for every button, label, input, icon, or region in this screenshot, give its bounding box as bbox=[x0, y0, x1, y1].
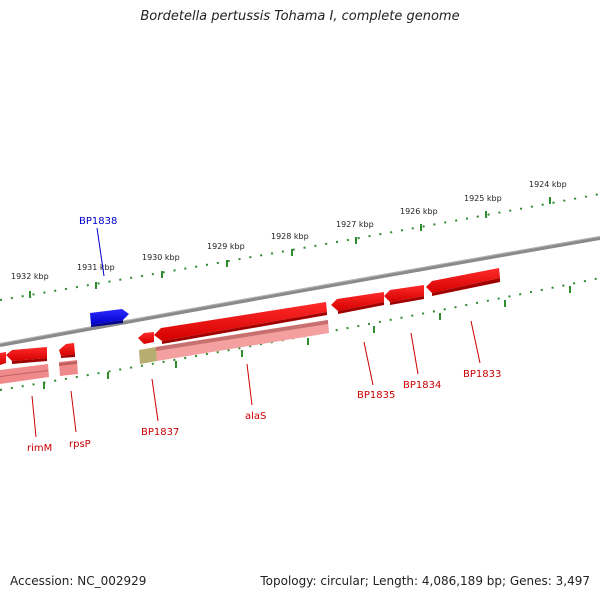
feature-track bbox=[0, 320, 329, 384]
lower-major-ticks bbox=[43, 286, 571, 389]
genome-summary: Topology: circular; Length: 4,086,189 bp… bbox=[260, 574, 590, 588]
scale-label: 1928 kbp bbox=[271, 232, 309, 241]
map-title: Bordetella pertussis Tohama I, complete … bbox=[140, 9, 460, 24]
gene-label-BP1834[interactable]: BP1834 bbox=[403, 380, 441, 391]
upper-scale-ruler bbox=[0, 193, 600, 301]
scale-label: 1930 kbp bbox=[142, 253, 180, 262]
gene-label-BP1833[interactable]: BP1833 bbox=[463, 369, 501, 380]
scale-label: 1932 kbp bbox=[11, 272, 49, 281]
gene-rimM[interactable] bbox=[0, 347, 47, 365]
upper-major-ticks bbox=[29, 197, 551, 298]
scale-label: 1927 kbp bbox=[336, 220, 374, 229]
gene-BP1837[interactable] bbox=[138, 332, 154, 344]
gene-label-rimM[interactable]: rimM bbox=[27, 443, 52, 454]
scale-label: 1924 kbp bbox=[529, 180, 567, 189]
gene-BP1833[interactable] bbox=[426, 268, 500, 296]
scale-label: 1925 kbp bbox=[464, 194, 502, 203]
gene-rpsP[interactable] bbox=[59, 343, 75, 358]
accession-label: Accession: NC_002929 bbox=[10, 574, 147, 588]
label-connector bbox=[96, 227, 105, 277]
scale-label: 1926 kbp bbox=[400, 207, 438, 216]
gene-label-BP1838[interactable]: BP1838 bbox=[79, 216, 117, 227]
label-connectors bbox=[31, 320, 481, 438]
gene-label-alaS[interactable]: alaS bbox=[245, 411, 266, 422]
gene-label-rpsP[interactable]: rpsP bbox=[69, 439, 91, 450]
scale-label: 1929 kbp bbox=[207, 242, 245, 251]
scale-label: 1931 kbp bbox=[77, 263, 115, 272]
gene-BP1834[interactable] bbox=[384, 285, 424, 305]
gene-BP1835[interactable] bbox=[331, 292, 384, 314]
gene-alaS[interactable] bbox=[154, 302, 327, 344]
gene-BP1838[interactable] bbox=[90, 309, 129, 327]
gene-label-BP1835[interactable]: BP1835 bbox=[357, 390, 395, 401]
genome-backbone bbox=[0, 236, 600, 347]
gene-label-BP1837[interactable]: BP1837 bbox=[141, 427, 179, 438]
